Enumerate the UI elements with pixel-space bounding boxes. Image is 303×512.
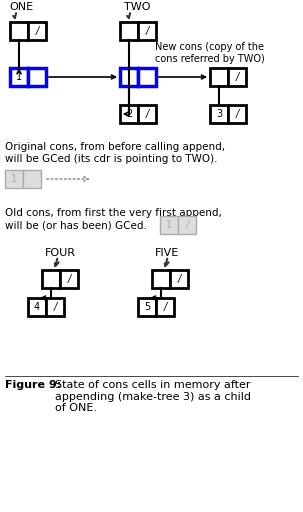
Text: /: / [53,302,57,312]
Text: /: / [35,26,38,36]
Bar [210,68,228,86]
Text: State of cons cells in memory after
appending (make-tree 3) as a child
of ONE.: State of cons cells in memory after appe… [55,380,251,413]
Bar [228,68,246,86]
Bar [28,68,46,86]
Bar [60,270,78,288]
Bar [46,298,64,316]
Bar [178,216,196,234]
Bar [120,68,138,86]
Bar [170,270,188,288]
Bar [210,105,228,123]
Bar [156,298,174,316]
Text: 1: 1 [11,174,17,184]
Text: will be GCed (its cdr is pointing to TWO).: will be GCed (its cdr is pointing to TWO… [5,154,218,164]
Text: /: / [163,302,167,312]
Text: 1: 1 [166,220,172,230]
Bar [138,105,156,123]
Text: /: / [67,274,71,284]
Bar [138,22,156,40]
Bar [5,170,23,188]
Text: /: / [185,220,189,230]
Bar [28,298,46,316]
Text: 4: 4 [34,302,40,312]
Text: /: / [235,109,239,119]
Bar [120,22,138,40]
Text: Old cons, from first the very first append,: Old cons, from first the very first appe… [5,208,222,218]
Bar [10,22,28,40]
Bar [138,68,156,86]
Text: /: / [177,274,181,284]
Text: FIVE: FIVE [155,248,179,258]
Text: Original cons, from before calling append,: Original cons, from before calling appen… [5,142,225,152]
Text: /: / [145,109,149,119]
Text: 1: 1 [16,72,22,82]
Text: Figure 9:: Figure 9: [5,380,61,390]
Text: 5: 5 [144,302,150,312]
Text: TWO: TWO [124,2,151,12]
Bar [23,170,41,188]
Bar [160,216,178,234]
Bar [10,68,28,86]
Bar [28,22,46,40]
Text: 3: 3 [216,109,222,119]
Text: FOUR: FOUR [45,248,76,258]
Text: New cons (copy of the
cons referred by TWO): New cons (copy of the cons referred by T… [155,42,265,63]
Text: ONE: ONE [9,2,33,12]
Bar [152,270,170,288]
Text: 2: 2 [126,109,132,119]
Text: /: / [145,26,149,36]
Bar [138,298,156,316]
Bar [228,105,246,123]
Text: /: / [235,72,239,82]
Bar [120,105,138,123]
Text: will be (or has been) GCed.: will be (or has been) GCed. [5,220,147,230]
Bar [42,270,60,288]
